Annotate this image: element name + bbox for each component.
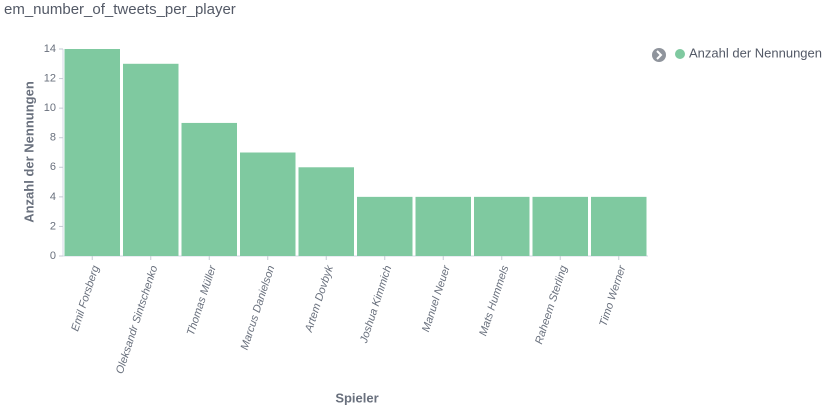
y-tick-label: 14 xyxy=(44,43,56,55)
x-tick-label: Marcus Danielson xyxy=(239,264,278,351)
bar[interactable] xyxy=(123,63,179,257)
x-tick-label: Timo Werner xyxy=(597,263,628,328)
bar[interactable] xyxy=(532,196,589,256)
bar[interactable] xyxy=(415,196,472,256)
y-tick-label: 12 xyxy=(44,72,56,84)
x-tick-label: Mats Hummels xyxy=(477,264,511,338)
legend-label[interactable]: Anzahl der Nennungen xyxy=(689,45,822,60)
bar[interactable] xyxy=(64,49,121,256)
x-tick-label: Joshua Kimmich xyxy=(358,264,395,345)
x-axis-title: Spieler xyxy=(335,390,378,405)
bar[interactable] xyxy=(591,196,647,256)
y-tick-label: 0 xyxy=(50,250,56,262)
legend-toggle-icon[interactable] xyxy=(652,48,666,62)
x-tick-label: Artem Dovbyk xyxy=(303,264,336,335)
y-tick-label: 8 xyxy=(50,132,56,144)
x-tick-label: Manuel Neuer xyxy=(420,263,453,334)
y-axis-title: Anzahl der Nennungen xyxy=(21,81,36,223)
x-tick-label: Thomas Müller xyxy=(185,263,219,337)
chevron xyxy=(656,50,663,60)
y-tick-label: 2 xyxy=(50,220,56,232)
bar[interactable] xyxy=(357,196,413,256)
bar[interactable] xyxy=(474,196,530,256)
y-tick-label: 4 xyxy=(50,191,56,203)
legend-swatch[interactable] xyxy=(675,49,685,59)
x-tick-label: Raheem Sterling xyxy=(533,263,570,345)
chart-title: em_number_of_tweets_per_player xyxy=(4,1,236,18)
y-tick-label: 10 xyxy=(44,102,56,114)
bar[interactable] xyxy=(298,167,355,256)
bar[interactable] xyxy=(181,122,238,256)
y-tick-label: 6 xyxy=(50,161,56,173)
x-tick-label: Oleksandr Sintschenko xyxy=(114,264,160,375)
x-tick-label: Emil Forsberg xyxy=(69,263,102,333)
legend-toggle[interactable] xyxy=(652,48,666,62)
bar[interactable] xyxy=(240,152,296,257)
